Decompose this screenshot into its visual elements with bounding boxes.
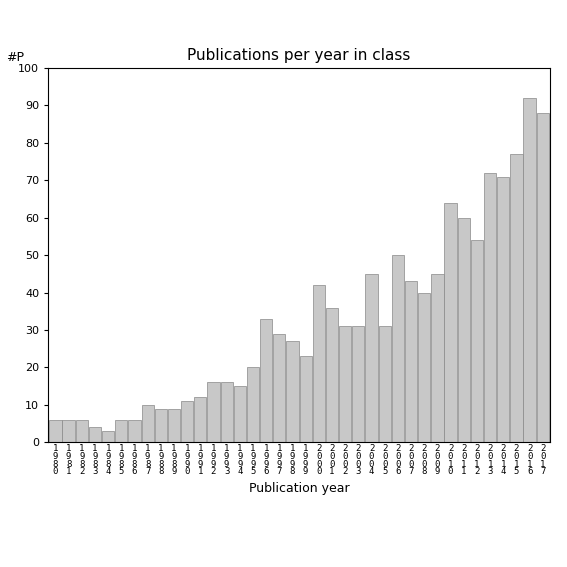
Bar <box>313 285 325 442</box>
Bar <box>510 154 523 442</box>
Bar <box>181 401 193 442</box>
Bar <box>405 281 417 442</box>
Bar <box>392 255 404 442</box>
Bar <box>536 113 549 442</box>
Bar <box>471 240 483 442</box>
Bar <box>484 173 496 442</box>
Bar <box>418 293 430 442</box>
Bar <box>379 326 391 442</box>
Bar <box>49 420 62 442</box>
Bar <box>326 307 338 442</box>
X-axis label: Publication year: Publication year <box>249 482 349 495</box>
Bar <box>273 334 285 442</box>
Bar <box>260 319 272 442</box>
Bar <box>497 176 509 442</box>
Bar <box>431 274 443 442</box>
Text: #P: #P <box>6 51 24 64</box>
Bar <box>286 341 299 442</box>
Bar <box>62 420 75 442</box>
Bar <box>89 428 101 442</box>
Title: Publications per year in class: Publications per year in class <box>188 48 411 63</box>
Bar <box>299 356 312 442</box>
Bar <box>523 98 536 442</box>
Bar <box>352 326 365 442</box>
Bar <box>221 382 233 442</box>
Bar <box>102 431 114 442</box>
Bar <box>168 409 180 442</box>
Bar <box>365 274 378 442</box>
Bar <box>208 382 219 442</box>
Bar <box>445 203 456 442</box>
Bar <box>194 397 206 442</box>
Bar <box>339 326 352 442</box>
Bar <box>155 409 167 442</box>
Bar <box>75 420 88 442</box>
Bar <box>142 405 154 442</box>
Bar <box>247 367 259 442</box>
Bar <box>128 420 141 442</box>
Bar <box>234 386 246 442</box>
Bar <box>458 218 470 442</box>
Bar <box>115 420 128 442</box>
